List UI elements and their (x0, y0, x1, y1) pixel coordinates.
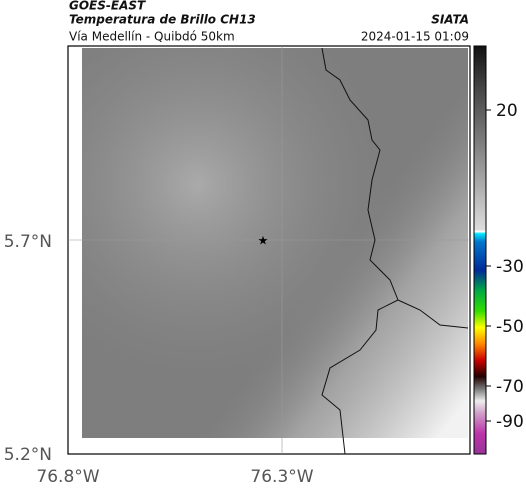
colorbar-label: -70 (496, 377, 524, 397)
colorbar-label: -50 (496, 317, 524, 337)
colorbar-label: -30 (496, 257, 524, 277)
colorbar-label: 20 (496, 101, 518, 121)
product: Temperatura de Brillo CH13 (69, 13, 256, 27)
lon-label: 76.8°W (36, 467, 99, 487)
boundary (321, 47, 399, 455)
cold-cloud (82, 48, 468, 438)
lat-label: 5.2°N (4, 445, 52, 465)
lon-label: 76.3°W (250, 467, 313, 487)
colorbar (473, 45, 487, 455)
datetime: 2024-01-15 01:09 (361, 30, 469, 44)
satellite: GOES-EAST (69, 0, 146, 13)
region: Vía Medellín - Quibdó 50km (69, 30, 235, 44)
boundary (397, 299, 469, 329)
source: SIATA (431, 13, 469, 27)
location-marker: ★ (258, 234, 269, 248)
lat-label: 5.7°N (4, 232, 52, 252)
colorbar-label: -90 (496, 412, 524, 432)
